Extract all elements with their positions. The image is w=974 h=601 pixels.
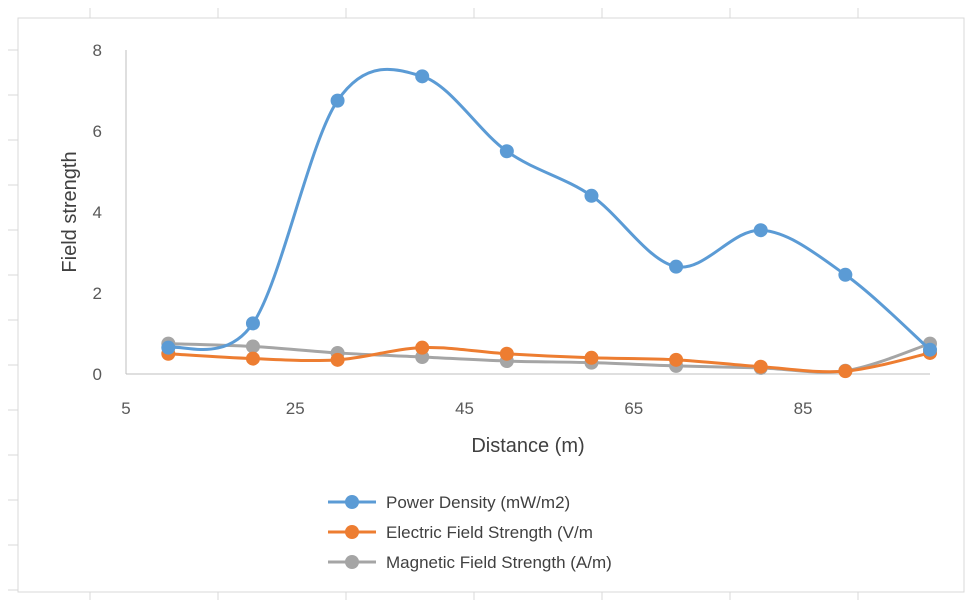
data-point-electric (245, 351, 260, 366)
legend-item-magnetic: Magnetic Field Strength (A/m) (328, 553, 612, 572)
y-tick-label: 8 (93, 41, 102, 60)
x-tick-label: 65 (624, 399, 643, 418)
x-tick-label: 25 (286, 399, 305, 418)
legend-marker-magnetic (345, 555, 359, 569)
legend-marker-electric (345, 525, 359, 539)
y-tick-label: 6 (93, 122, 102, 141)
data-point-power (584, 188, 599, 203)
series-line-electric (166, 346, 932, 374)
x-axis-title: Distance (m) (471, 435, 584, 457)
data-point-power (753, 223, 768, 238)
data-point-power (923, 342, 937, 357)
data-point-power (245, 316, 260, 331)
y-tick-label: 4 (93, 203, 102, 222)
data-point-power (330, 93, 345, 108)
legend-label: Power Density (mW/m2) (386, 493, 570, 512)
legend-item-power: Power Density (mW/m2) (328, 493, 570, 512)
data-point-electric (499, 346, 514, 361)
data-point-electric (838, 364, 853, 379)
series-line-power (166, 67, 932, 352)
data-point-electric (330, 352, 345, 367)
data-point-power (415, 69, 430, 84)
series-layer (161, 67, 937, 379)
chart-border (17, 17, 965, 593)
data-point-power (499, 144, 514, 159)
data-point-power (838, 267, 853, 282)
legend-label: Electric Field Strength (V/m (386, 523, 593, 542)
chart-frame (8, 8, 965, 600)
series-power (161, 67, 937, 357)
legend: Power Density (mW/m2) Electric Field Stre… (328, 493, 612, 572)
y-axis-title: Field strength (59, 151, 81, 272)
data-point-power (669, 259, 684, 274)
data-point-electric (753, 359, 768, 374)
x-tick-label: 5 (121, 399, 130, 418)
legend-marker-power (345, 495, 359, 509)
data-point-magnetic (245, 339, 260, 354)
y-tick-label: 0 (93, 365, 102, 384)
data-point-electric (415, 340, 430, 355)
legend-item-electric: Electric Field Strength (V/m (328, 523, 593, 542)
y-tick-label: 2 (93, 284, 102, 303)
x-tick-label: 85 (794, 399, 813, 418)
data-point-electric (584, 350, 599, 365)
x-tick-label: 45 (455, 399, 474, 418)
data-point-power (161, 340, 176, 355)
legend-label: Magnetic Field Strength (A/m) (386, 553, 612, 572)
data-point-electric (669, 352, 684, 367)
